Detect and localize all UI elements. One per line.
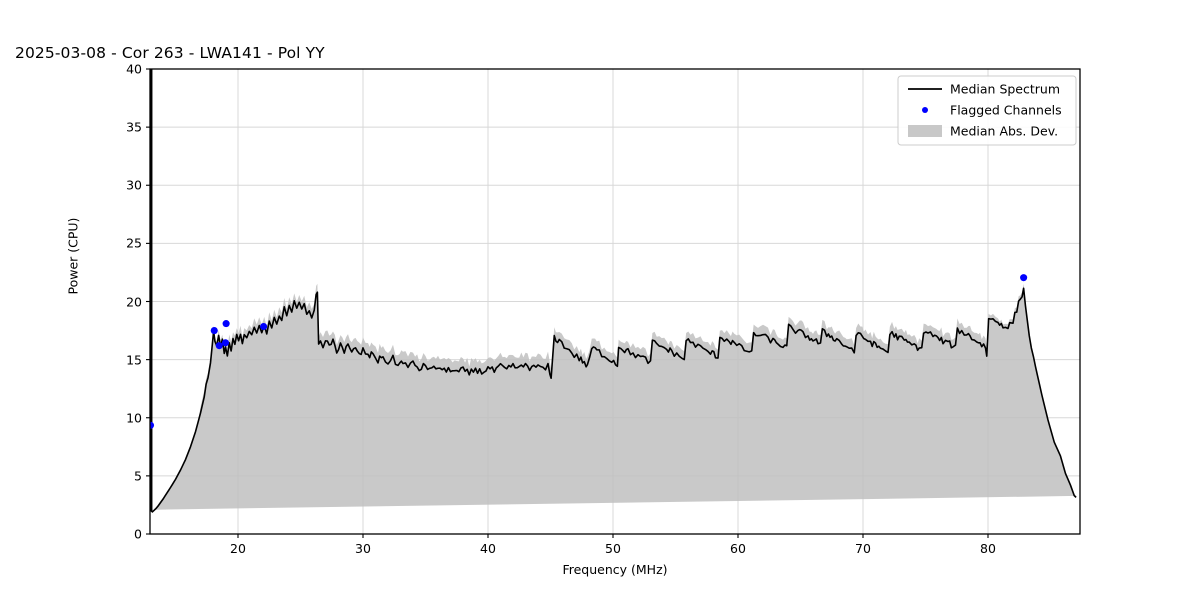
- flagged-channel-marker: [1020, 274, 1028, 282]
- median-spectrum-line: [150, 287, 1077, 513]
- x-tick-label: 80: [980, 541, 996, 556]
- chart-title: 2025-03-08 - Cor 263 - LWA141 - Pol YY: [15, 44, 325, 62]
- y-tick-label: 5: [134, 468, 142, 484]
- flagged-channel-marker: [215, 342, 223, 350]
- median-abs-dev-band: [150, 283, 1077, 511]
- flagged-channels-group: [150, 274, 1028, 429]
- legend-swatch-band: [908, 125, 942, 137]
- y-tick-label: 15: [126, 352, 142, 368]
- flagged-channel-marker: [260, 322, 268, 331]
- legend-box: [897, 75, 1077, 146]
- y-tick-label: 10: [126, 410, 142, 426]
- y-axis-label: Power (CPU): [65, 217, 81, 294]
- x-axis-label: Frequency (MHz): [562, 562, 668, 577]
- legend-label: Median Spectrum: [950, 81, 1061, 97]
- flagged-channel-marker: [221, 339, 230, 347]
- flagged-channel-marker: [210, 327, 218, 335]
- y-tick-label: 30: [126, 177, 142, 193]
- y-tick-label: 25: [126, 235, 142, 251]
- legend-label: Flagged Channels: [950, 102, 1062, 118]
- y-tick-label: 0: [134, 526, 142, 542]
- legend-swatch-marker: [922, 107, 928, 113]
- x-tick-label: 70: [855, 541, 871, 556]
- y-tick-label: 35: [126, 119, 142, 135]
- flagged-channel-marker: [150, 421, 155, 429]
- flagged-channel-marker: [222, 320, 230, 328]
- legend-label: Median Abs. Dev.: [950, 123, 1059, 139]
- y-tick-label: 40: [126, 61, 142, 77]
- x-tick-label: 20: [230, 541, 246, 556]
- x-tick-label: 50: [605, 541, 621, 556]
- x-tick-label: 40: [480, 541, 496, 556]
- x-tick-label: 30: [355, 541, 371, 556]
- y-tick-label: 20: [126, 294, 142, 309]
- x-tick-label: 60: [730, 541, 746, 556]
- data-layer: [150, 69, 1077, 513]
